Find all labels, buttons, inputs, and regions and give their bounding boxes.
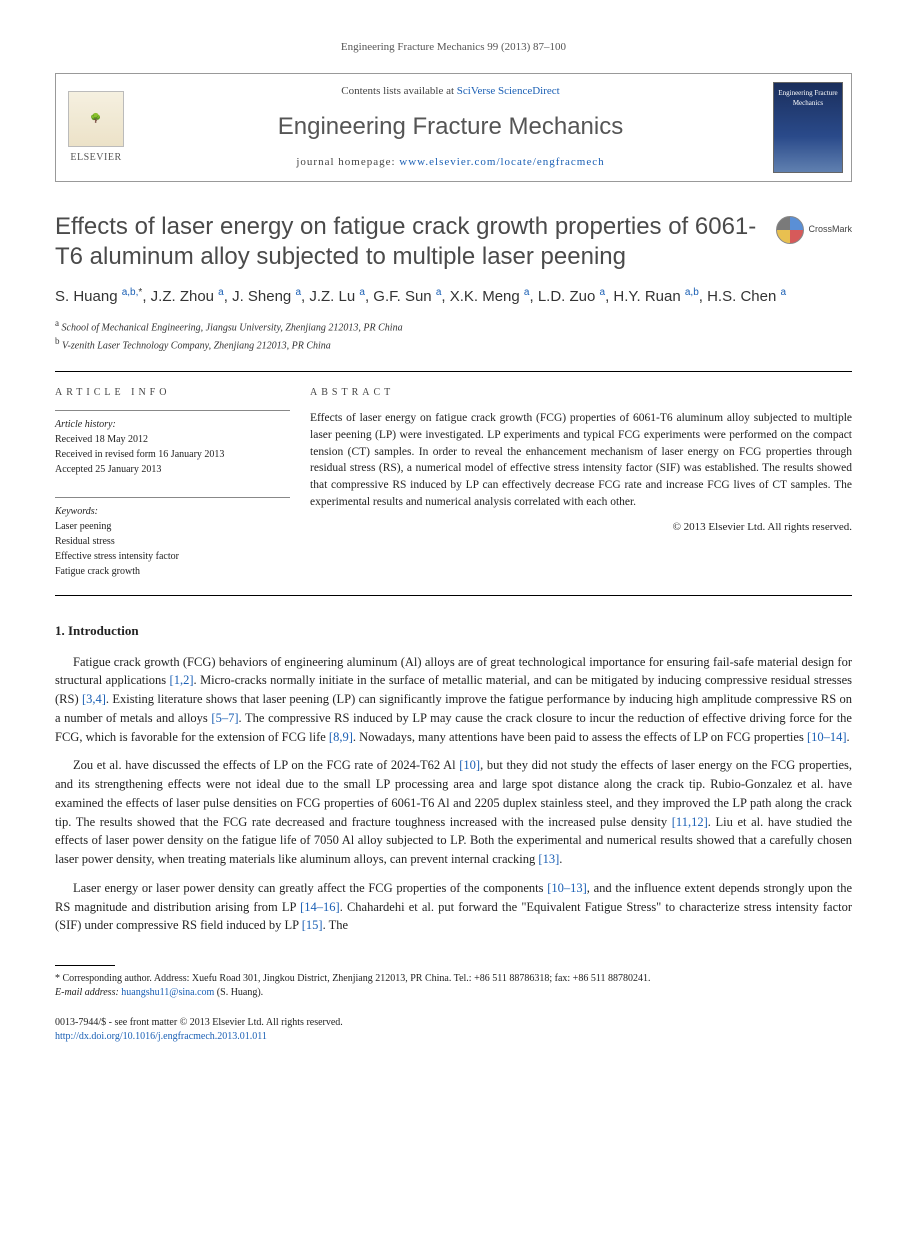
ref-link[interactable]: [10–13]	[547, 881, 587, 895]
issn-line: 0013-7944/$ - see front matter © 2013 El…	[55, 1016, 852, 1030]
ref-link[interactable]: [5–7]	[211, 711, 238, 725]
crossmark-icon	[776, 216, 804, 244]
intro-para-1: Fatigue crack growth (FCG) behaviors of …	[55, 653, 852, 747]
ref-link[interactable]: [8,9]	[329, 730, 353, 744]
elsevier-logo: 🌳 ELSEVIER	[56, 74, 136, 180]
revised-date: Received in revised form 16 January 2013	[55, 447, 290, 462]
journal-cover-thumb: Engineering Fracture Mechanics	[773, 82, 843, 172]
ref-link[interactable]: [1,2]	[170, 673, 194, 687]
intro-para-3: Laser energy or laser power density can …	[55, 879, 852, 935]
keyword: Fatigue crack growth	[55, 564, 290, 579]
intro-para-2: Zou et al. have discussed the effects of…	[55, 756, 852, 869]
journal-header-box: 🌳 ELSEVIER Contents lists available at S…	[55, 73, 852, 181]
article-history: Article history: Received 18 May 2012 Re…	[55, 410, 290, 477]
ref-link[interactable]: [13]	[538, 852, 559, 866]
ref-link[interactable]: [15]	[302, 918, 323, 932]
copyright-line: © 2013 Elsevier Ltd. All rights reserved…	[310, 520, 852, 535]
affiliation-b-text: V-zenith Laser Technology Company, Zhenj…	[62, 340, 331, 351]
email-line: E-mail address: huangshu11@sina.com (S. …	[55, 986, 852, 1000]
ref-link[interactable]: [10]	[459, 758, 480, 772]
abstract-col: ABSTRACT Effects of laser energy on fati…	[310, 386, 852, 579]
article-info-col: ARTICLE INFO Article history: Received 1…	[55, 386, 310, 579]
keywords-block: Keywords: Laser peening Residual stress …	[55, 497, 290, 579]
section-1-heading: 1. Introduction	[55, 622, 852, 640]
page-footer: 0013-7944/$ - see front matter © 2013 El…	[55, 1016, 852, 1044]
keyword: Residual stress	[55, 534, 290, 549]
homepage-line: journal homepage: www.elsevier.com/locat…	[296, 155, 604, 170]
crossmark-badge[interactable]: CrossMark	[776, 216, 852, 244]
affiliations: a School of Mechanical Engineering, Jian…	[55, 317, 852, 354]
corresponding-footnote: * Corresponding author. Address: Xuefu R…	[55, 972, 852, 1000]
email-label: E-mail address:	[55, 987, 121, 998]
crossmark-label: CrossMark	[808, 224, 852, 235]
keyword: Effective stress intensity factor	[55, 549, 290, 564]
ref-link[interactable]: [10–14]	[807, 730, 847, 744]
cover-title: Engineering Fracture Mechanics	[777, 89, 839, 109]
email-link[interactable]: huangshu11@sina.com	[121, 987, 214, 998]
elsevier-text: ELSEVIER	[70, 151, 121, 165]
journal-reference: Engineering Fracture Mechanics 99 (2013)…	[55, 40, 852, 55]
affiliation-b: b V-zenith Laser Technology Company, Zhe…	[55, 335, 852, 353]
article-title: Effects of laser energy on fatigue crack…	[55, 212, 852, 272]
abstract-text: Effects of laser energy on fatigue crack…	[310, 410, 852, 510]
info-abstract-row: ARTICLE INFO Article history: Received 1…	[55, 371, 852, 596]
contents-prefix: Contents lists available at	[341, 85, 456, 97]
accepted-date: Accepted 25 January 2013	[55, 462, 290, 477]
ref-link[interactable]: [14–16]	[300, 900, 340, 914]
title-text: Effects of laser energy on fatigue crack…	[55, 213, 756, 270]
ref-link[interactable]: [11,12]	[672, 815, 708, 829]
homepage-prefix: journal homepage:	[296, 156, 399, 168]
keyword: Laser peening	[55, 519, 290, 534]
page-root: Engineering Fracture Mechanics 99 (2013)…	[0, 0, 907, 1074]
contents-line: Contents lists available at SciVerse Sci…	[341, 84, 559, 99]
affiliation-a-text: School of Mechanical Engineering, Jiangs…	[62, 322, 403, 333]
elsevier-tree-icon: 🌳	[68, 91, 124, 147]
journal-name: Engineering Fracture Mechanics	[278, 110, 624, 144]
ref-link[interactable]: [3,4]	[82, 692, 106, 706]
homepage-link[interactable]: www.elsevier.com/locate/engfracmech	[399, 156, 604, 168]
article-info-heading: ARTICLE INFO	[55, 386, 290, 400]
corresponding-text: * Corresponding author. Address: Xuefu R…	[55, 972, 852, 986]
footnote-rule	[55, 965, 115, 966]
received-date: Received 18 May 2012	[55, 432, 290, 447]
header-center: Contents lists available at SciVerse Sci…	[136, 74, 765, 180]
abstract-heading: ABSTRACT	[310, 386, 852, 400]
doi-link[interactable]: http://dx.doi.org/10.1016/j.engfracmech.…	[55, 1031, 267, 1042]
email-suffix: (S. Huang).	[214, 987, 263, 998]
keywords-label: Keywords:	[55, 504, 290, 519]
authors-line: S. Huang a,b,*, J.Z. Zhou a, J. Sheng a,…	[55, 286, 852, 307]
sciencedirect-link[interactable]: SciVerse ScienceDirect	[457, 85, 560, 97]
history-label: Article history:	[55, 417, 290, 432]
affiliation-a: a School of Mechanical Engineering, Jian…	[55, 317, 852, 335]
